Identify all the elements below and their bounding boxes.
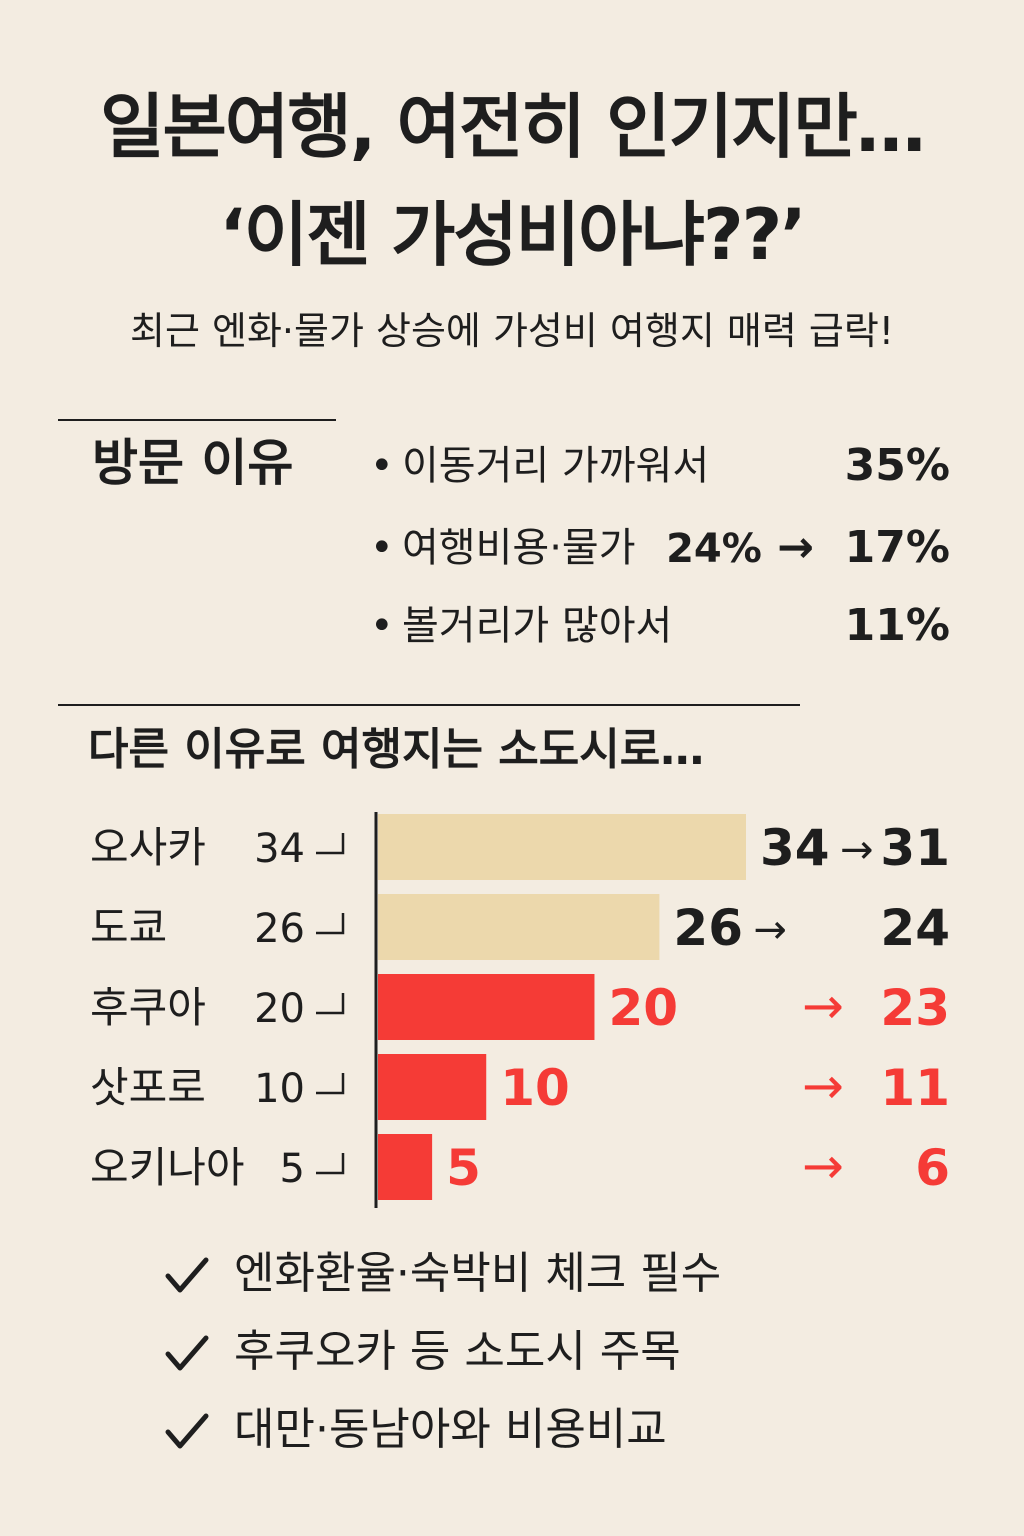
bullet: • xyxy=(370,443,394,489)
arrow-label: → xyxy=(802,1057,844,1115)
bar-after-label: 24 xyxy=(880,899,950,957)
reason-item: • 여행비용·물가 24% → 17% xyxy=(370,522,950,582)
reasons-heading: 방문 이유 xyxy=(92,434,294,492)
check-item-label: 엔화환율·숙박비 체크 필수 xyxy=(234,1248,722,1299)
category-value: 26 xyxy=(254,906,305,952)
category-value: 20 xyxy=(254,986,305,1032)
reason-label: 볼거리가 많아서 xyxy=(402,603,673,649)
reason-value: 11% xyxy=(844,600,950,651)
check-icon xyxy=(165,1335,209,1371)
arrow-label: → xyxy=(802,977,844,1035)
section-heading: 다른 이유로 여행지는 소도시로… xyxy=(88,724,705,775)
arrow-label: → xyxy=(840,827,874,873)
reason-value: 17% xyxy=(844,522,950,573)
category-value: 10 xyxy=(254,1066,305,1112)
bar xyxy=(378,974,595,1040)
bar-value-label: 34 xyxy=(760,819,830,877)
check-icon xyxy=(165,1413,209,1449)
category-label: 삿포로 xyxy=(90,1063,206,1112)
bracket-icon xyxy=(316,1073,345,1095)
bar-value-label: 26 xyxy=(673,899,743,957)
bullet: • xyxy=(370,525,394,571)
bracket-icon xyxy=(316,913,345,935)
check-icon xyxy=(165,1257,209,1293)
reason-value: 35% xyxy=(844,440,950,491)
bar-value-label: 10 xyxy=(500,1059,570,1117)
arrow-label: → xyxy=(802,1137,844,1195)
arrow: → xyxy=(777,522,815,573)
category-label: 오사카 xyxy=(90,823,206,872)
category-label: 도쿄 xyxy=(90,903,167,952)
bracket-icon xyxy=(316,1153,345,1175)
subtitle: 최근 엔화·물가 상승에 가성비 여행지 매력 급락! xyxy=(129,309,895,353)
bar xyxy=(378,814,746,880)
reason-item: • 볼거리가 많아서 11% xyxy=(370,600,950,660)
divider-middle xyxy=(58,704,800,706)
bar-after-label: 11 xyxy=(880,1059,950,1117)
category-label: 후쿠아 xyxy=(90,983,206,1032)
check-item-label: 후쿠오카 등 소도시 주목 xyxy=(234,1326,681,1377)
reason-label: 여행비용·물가 xyxy=(402,525,636,571)
bar-value-label: 20 xyxy=(608,979,678,1037)
bar-value-label: 5 xyxy=(446,1139,481,1197)
bar-after-label: 31 xyxy=(880,819,950,877)
divider-top xyxy=(58,419,336,421)
bar xyxy=(378,1134,433,1200)
category-value: 5 xyxy=(280,1146,305,1192)
category-label: 오키나아 xyxy=(90,1143,245,1192)
bracket-icon xyxy=(316,833,345,855)
bar xyxy=(378,1054,487,1120)
reason-label: 이동거리 가까워서 xyxy=(402,443,710,489)
bar-after-label: 23 xyxy=(880,979,950,1037)
check-item-label: 대만·동남아와 비용비교 xyxy=(234,1404,667,1455)
reason-item: • 이동거리 가까워서 35% xyxy=(370,440,950,500)
bullet: • xyxy=(370,603,394,649)
title-line-1: 일본여행, 여전히 인기지만… xyxy=(100,86,926,168)
category-value: 34 xyxy=(254,826,305,872)
bracket-icon xyxy=(316,993,345,1015)
reason-value-from: 24% xyxy=(666,526,762,572)
arrow-label: → xyxy=(753,907,787,953)
bar xyxy=(378,894,660,960)
title-line-2: ‘이젠 가성비아냐??’ xyxy=(219,194,807,276)
bar-after-label: 6 xyxy=(915,1139,950,1197)
